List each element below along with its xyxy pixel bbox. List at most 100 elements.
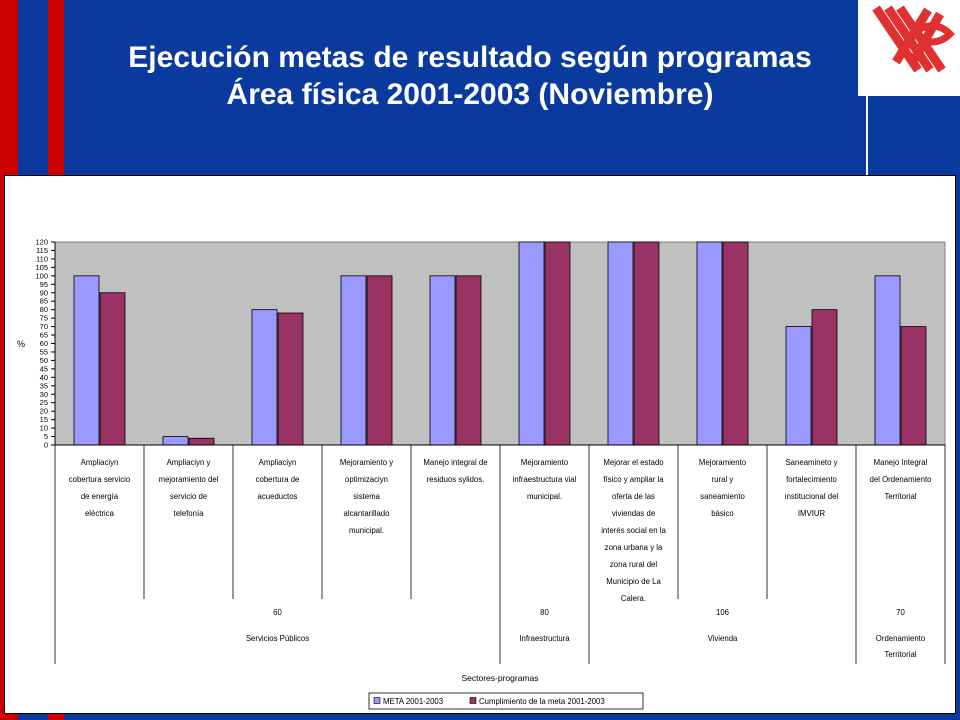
- group-code: 70: [896, 608, 905, 617]
- category-label: telefonía: [174, 509, 205, 518]
- y-tick-label: 65: [40, 331, 48, 340]
- category-label: Mejoramiento: [521, 458, 569, 467]
- y-tick-label: 30: [40, 390, 48, 399]
- y-tick-label: 115: [36, 246, 48, 255]
- category-label: IMVIUR: [798, 509, 826, 518]
- category-label: institucional del: [785, 492, 839, 501]
- logo-mark-icon: [872, 5, 955, 73]
- category-label: Ampliaciyn: [81, 458, 119, 467]
- legend-swatch: [469, 697, 477, 704]
- category-label: fortalecimiento: [786, 475, 837, 484]
- y-tick-label: 75: [40, 314, 48, 323]
- group-name: Infraestructura: [519, 634, 570, 643]
- bar-cumplimiento: [455, 275, 482, 446]
- category-label: Mejorar el estado: [603, 458, 664, 467]
- group-name: Vivienda: [708, 634, 738, 643]
- bar-meta: [340, 275, 367, 446]
- y-tick-label: 15: [40, 415, 48, 424]
- y-tick-label: 90: [40, 288, 48, 297]
- category-label: de energía: [81, 492, 119, 501]
- y-tick-label: 20: [40, 407, 48, 416]
- group-name: Territorial: [884, 650, 916, 659]
- title-line-1: Ejecución metas de resultado según progr…: [128, 41, 812, 74]
- category-label: Ampliaciyn y: [167, 458, 211, 467]
- category-label: Territorial: [884, 492, 916, 501]
- plot-area: [54, 241, 946, 446]
- legend-swatch: [373, 697, 381, 704]
- bar-cumplimiento: [277, 312, 304, 446]
- group-code: 60: [273, 608, 282, 617]
- category-label: Manejo integral de: [423, 458, 487, 467]
- y-tick-label: 85: [40, 297, 48, 306]
- category-label: físico y ampliar la: [603, 475, 664, 484]
- bar-cumplimiento: [811, 309, 838, 446]
- y-tick-label: 60: [40, 339, 48, 348]
- y-tick-label: 110: [36, 254, 48, 263]
- category-label: interés social en la: [601, 526, 666, 535]
- category-label: Manejo Integral: [874, 458, 928, 467]
- y-tick-label: 45: [40, 364, 48, 373]
- group-code: 106: [716, 608, 729, 617]
- logo-divider: [866, 0, 868, 175]
- bar-meta: [874, 275, 901, 446]
- category-label: rural y: [712, 475, 734, 484]
- bar-cumplimiento: [900, 326, 927, 446]
- category-label: saneamiento: [700, 492, 745, 501]
- category-label: optimizaciyn: [345, 475, 388, 484]
- y-tick-label: 40: [40, 373, 48, 382]
- logo: [858, 0, 960, 96]
- group-code: 80: [540, 608, 549, 617]
- bar-meta: [696, 241, 723, 446]
- legend-label: Cumplimiento de la meta 2001-2003: [479, 697, 605, 706]
- bar-meta: [73, 275, 100, 446]
- category-label: municipal.: [527, 492, 562, 501]
- y-tick-label: 50: [40, 356, 48, 365]
- y-tick-label: 70: [40, 322, 48, 331]
- category-label: Ampliaciyn: [259, 458, 297, 467]
- category-label: cobertura de: [256, 475, 300, 484]
- bar-cumplimiento: [366, 275, 393, 446]
- bar-meta: [429, 275, 456, 446]
- bar-cumplimiento: [188, 437, 215, 446]
- title-line-2: Área física 2001-2003 (Noviembre): [226, 77, 714, 111]
- chart-panel: 0 5 10 15 20 25 30 35 40 45 50 55 60 65 70 75 80 85 90 95 10…: [4, 175, 956, 714]
- category-label: residuos sylidos.: [427, 475, 485, 484]
- slide-title: Ejecución metas de resultado según progr…: [20, 40, 920, 113]
- bar-meta: [607, 241, 634, 446]
- category-label: viviendas de: [612, 509, 655, 518]
- y-axis-label: %: [17, 339, 25, 349]
- category-label: Calera.: [621, 594, 646, 603]
- category-label: zona urbana y la: [605, 543, 663, 552]
- category-label: infraestructura vial: [513, 475, 577, 484]
- y-tick-label: 120: [35, 238, 48, 247]
- bar-cumplimiento: [99, 292, 126, 446]
- bar-meta: [162, 436, 189, 446]
- category-label: cobertura servicio: [69, 475, 131, 484]
- group-name: Ordenamiento: [876, 634, 926, 643]
- bar-chart: 0510152025303540455055606570758085909510…: [17, 238, 946, 710]
- y-tick-label: 80: [40, 305, 48, 314]
- category-label: alcantarillado: [344, 509, 391, 518]
- category-label: oferta de las: [612, 492, 655, 501]
- category-label: Municipio de La: [606, 577, 661, 586]
- category-label: acueductos: [258, 492, 298, 501]
- y-tick-label: 25: [40, 398, 48, 407]
- bar-cumplimiento: [544, 241, 571, 446]
- y-tick-label: 55: [40, 347, 48, 356]
- y-tick-label: 35: [40, 381, 48, 390]
- category-label: Mejoramiento y: [340, 458, 393, 467]
- y-tick-label: 0: [44, 441, 48, 450]
- category-label: mejoramiento del: [159, 475, 219, 484]
- y-tick-label: 10: [40, 424, 48, 433]
- category-label: Saneamineto y: [785, 458, 837, 467]
- category-label: Mejoramiento: [699, 458, 747, 467]
- bar-cumplimiento: [722, 241, 749, 446]
- category-label: del Ordenamiento: [870, 475, 933, 484]
- category-label: sistema: [353, 492, 381, 501]
- legend-label: META 2001-2003: [383, 697, 443, 706]
- legend-box: [368, 692, 644, 710]
- category-label: básico: [711, 509, 734, 518]
- category-label: municipal.: [349, 526, 384, 535]
- y-tick-label: 5: [44, 432, 48, 441]
- bar-meta: [785, 326, 812, 446]
